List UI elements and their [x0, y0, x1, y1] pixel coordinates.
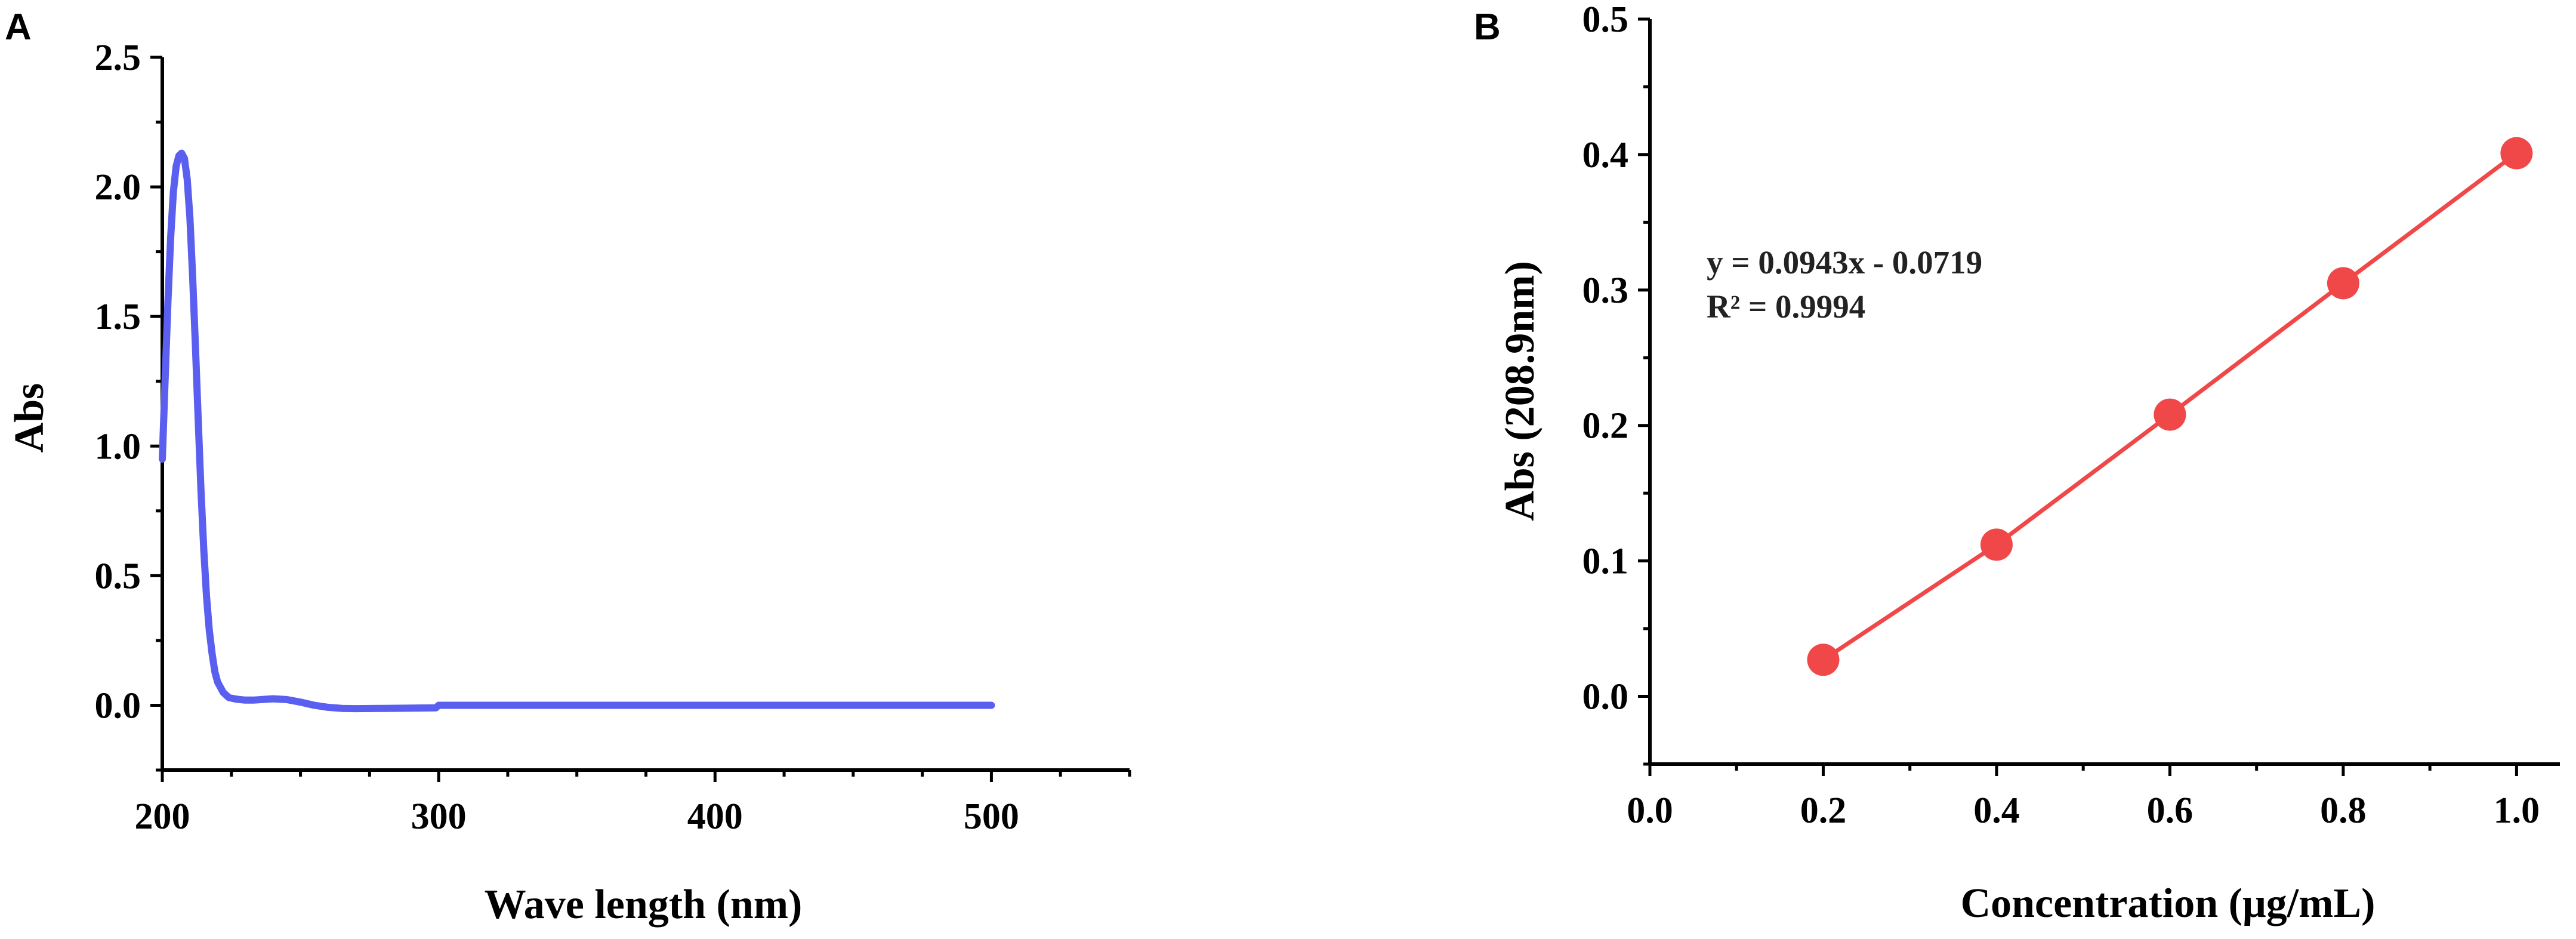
panel-b-x-tick-label: 1.0	[2494, 790, 2540, 831]
panel-b-r-squared-label: R² = 0.9994	[1707, 288, 1865, 325]
panel-b-y-axis-title: Abs (208.9nm)	[1497, 261, 1543, 521]
panel-b-x-tick-label: 0.2	[1800, 790, 1847, 831]
panel-b-data-point	[2154, 398, 2186, 431]
panel-b-data-point	[2327, 267, 2359, 300]
panel-b-y-tick-label: 0.2	[1582, 406, 1629, 447]
panel-b-y-tick-label: 0.5	[1582, 0, 1629, 40]
panel-b-x-tick-label: 0.6	[2147, 790, 2194, 831]
panel-b-data-point	[1807, 644, 1840, 676]
panel-a-x-tick-label: 300	[411, 796, 467, 837]
panel-b-y-tick-labels: 0.0 0.1 0.2 0.3 0.4 0.5	[1582, 0, 1629, 718]
panel-b-y-tick-label: 0.4	[1582, 135, 1629, 176]
panel-a: A 0.0 0.5 1.0 1.5 2.0 2.5 200 300 400 500 Wave l…	[5, 7, 1131, 928]
panel-b-y-tick-label: 0.3	[1582, 270, 1629, 311]
panel-a-y-axis-title: Abs	[7, 383, 53, 453]
panel-b-y-tick-label: 0.1	[1582, 541, 1629, 582]
panel-a-x-tick-labels: 200 300 400 500	[135, 796, 1019, 837]
panel-b-x-tick-labels: 0.0 0.2 0.4 0.6 0.8 1.0	[1627, 790, 2540, 831]
panel-a-y-tick-label: 1.5	[95, 297, 141, 337]
panel-b: B 0.00.10.20.30.40.5 0.0 0.2 0.4 0.6 0.8 1.0 …	[1474, 0, 2560, 926]
panel-b-equation-label: y = 0.0943x - 0.0719	[1707, 244, 1982, 281]
panel-a-spectrum-line	[159, 149, 995, 713]
panel-a-x-tick-label: 200	[135, 796, 190, 837]
panel-a-y-tick-labels: 0.0 0.5 1.0 1.5 2.0 2.5	[95, 38, 141, 726]
panel-a-y-tick-label: 2.0	[95, 167, 141, 208]
panel-a-y-tick-label: 0.0	[95, 685, 141, 726]
panel-a-plot-area	[159, 149, 995, 713]
panel-a-y-tick-label: 2.5	[95, 38, 141, 78]
panel-a-axes	[150, 56, 1131, 782]
panel-b-axes	[1638, 17, 2560, 776]
panel-b-data-point	[1980, 528, 2013, 561]
panel-b-x-tick-label: 0.4	[1973, 790, 2020, 831]
panel-a-x-axis-title: Wave length (nm)	[485, 882, 803, 928]
panel-b-plot-area	[1807, 137, 2533, 676]
panel-a-y-tick-label: 0.5	[95, 556, 141, 596]
panel-b-x-axis-title: Concentration (μg/mL)	[1961, 880, 2376, 926]
panel-b-x-tick-label: 0.0	[1627, 790, 1673, 831]
panel-a-y-tick-label: 1.0	[95, 426, 141, 467]
panel-a-letter: A	[5, 7, 32, 48]
panel-b-data-point	[2500, 137, 2533, 170]
panel-a-x-tick-label: 500	[964, 796, 1019, 837]
panel-b-x-tick-label: 0.8	[2320, 790, 2367, 831]
panel-b-letter: B	[1474, 7, 1501, 48]
panel-b-y-tick-label: 0.0	[1582, 677, 1629, 718]
panel-a-x-tick-label: 400	[687, 796, 743, 837]
